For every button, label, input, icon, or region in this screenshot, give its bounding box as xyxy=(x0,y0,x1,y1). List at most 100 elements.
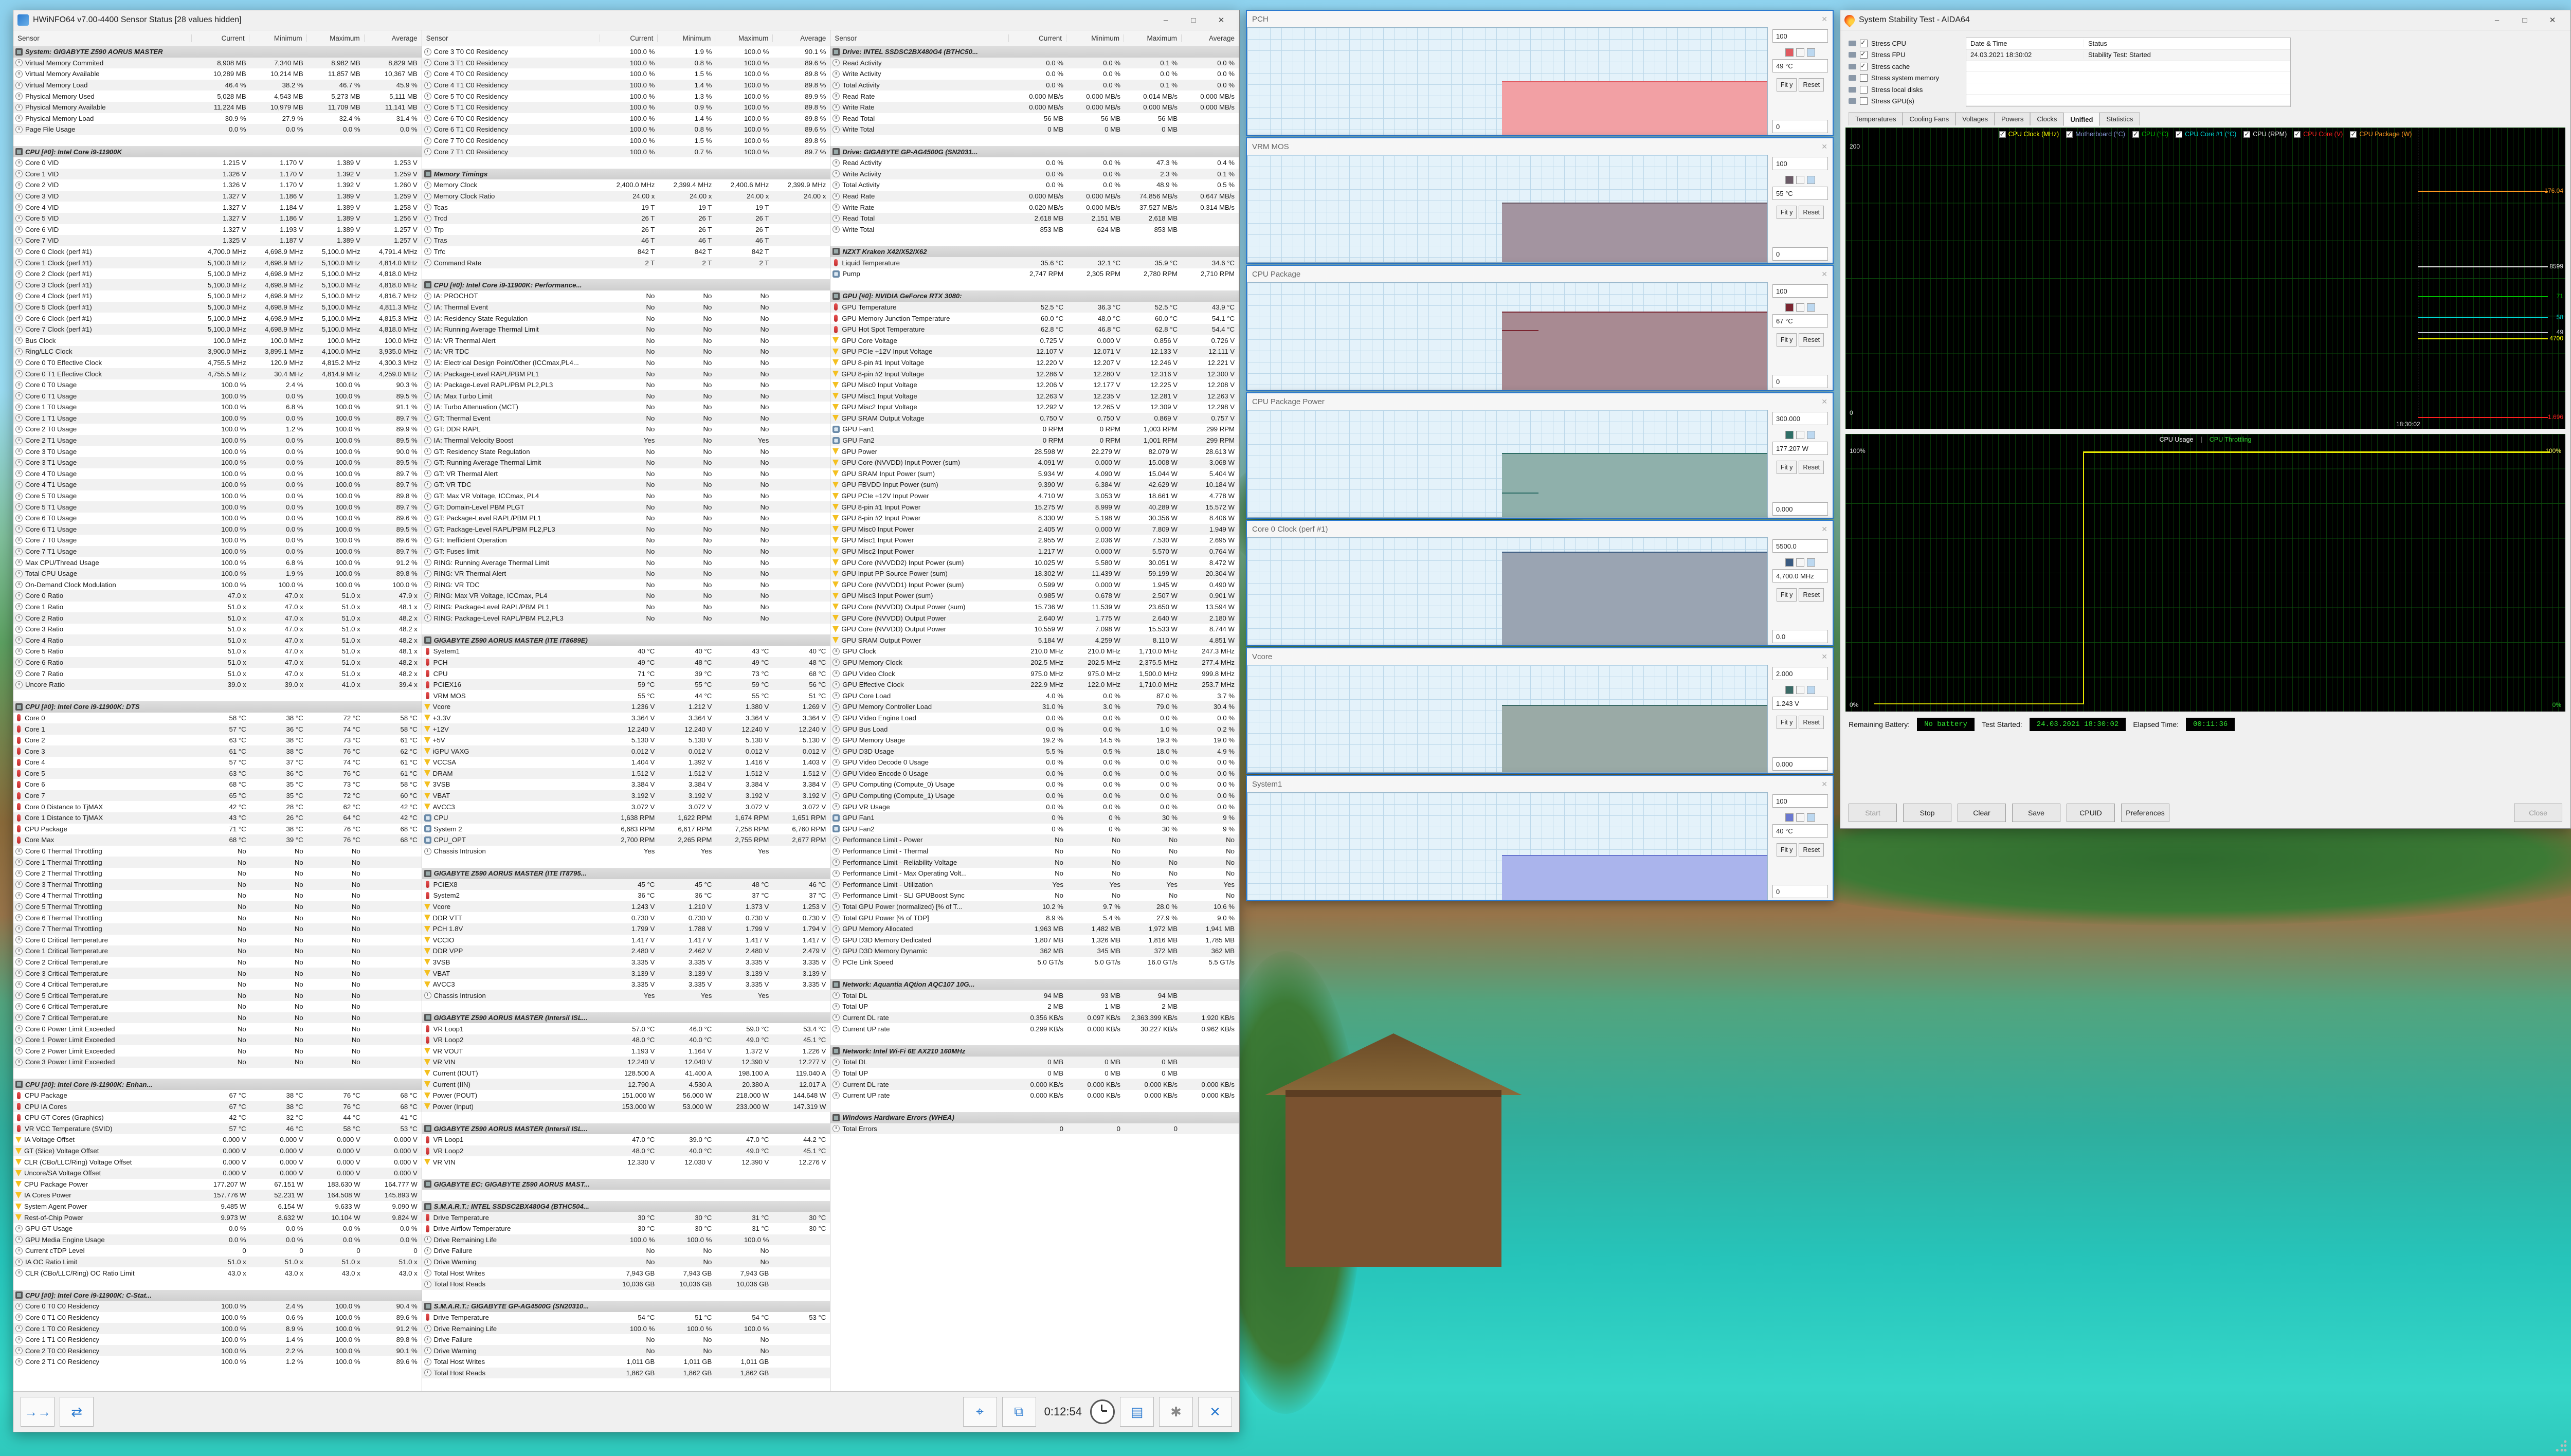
sensor-row[interactable]: Read Activity 0.0 % 0.0 % 0.1 % 0.0 % xyxy=(830,57,1239,69)
sensor-row[interactable]: Core 0 Thermal Throttling No No No xyxy=(13,846,422,857)
sensor-row[interactable]: Core 5 63 °C 36 °C 76 °C 61 °C xyxy=(13,768,422,779)
sensor-row[interactable]: GPU Media Engine Usage 0.0 % 0.0 % 0.0 % 0.0… xyxy=(13,1234,422,1246)
fit-y-button[interactable]: Fit y xyxy=(1776,206,1797,219)
sensor-row[interactable]: Current DL rate 0.356 KB/s 0.097 KB/s 2,363… xyxy=(830,1012,1239,1024)
value-header-cell[interactable]: Current xyxy=(1008,34,1066,42)
sensor-row[interactable]: Core 5 Thermal Throttling No No No xyxy=(13,901,422,913)
y-min-input[interactable]: 0 xyxy=(1772,120,1828,133)
sensor-row[interactable]: Core 4 VID 1.327 V 1.184 V 1.389 V 1.258 V xyxy=(13,202,422,213)
sensor-row[interactable]: GPU Core (NVVDD) Output Power 10.559 W 7.0… xyxy=(830,624,1239,635)
sensor-row[interactable]: GPU SRAM Output Voltage 0.750 V 0.750 V 0.8… xyxy=(830,412,1239,424)
sensor-row[interactable]: RING: Running Average Thermal Limit No No N… xyxy=(422,557,830,568)
sensor-row[interactable]: Core 0 Power Limit Exceeded No No No xyxy=(13,1023,422,1034)
sensor-row[interactable]: RING: VR TDC No No No xyxy=(422,579,830,591)
sensor-row[interactable]: IA: Package-Level RAPL/PBM PL1 No No No xyxy=(422,368,830,379)
sensor-row[interactable]: GPU Misc3 Input Power (sum) 0.985 W 0.678 … xyxy=(830,590,1239,602)
sensor-row[interactable]: Core 0 Clock (perf #1) 4,700.0 MHz 4,698.9… xyxy=(13,246,422,258)
sensor-row[interactable]: Trp 26 T 26 T 26 T xyxy=(422,224,830,235)
sensor-row[interactable]: RING: VR Thermal Alert No No No xyxy=(422,568,830,579)
sensor-header-cell[interactable]: Sensor xyxy=(835,34,857,42)
stress-option[interactable]: Stress system memory xyxy=(1849,72,1957,84)
sensor-row[interactable]: IA: Thermal Velocity Boost Yes No Yes xyxy=(422,434,830,446)
sensor-row[interactable]: GT: Package-Level RAPL/PBM PL2,PL3 No No No xyxy=(422,523,830,535)
sensor-row[interactable]: Total Host Writes 1,011 GB 1,011 GB 1,011 G… xyxy=(422,1356,830,1368)
stop-button[interactable]: Stop xyxy=(1903,804,1951,822)
y-min-input[interactable]: 0 xyxy=(1772,375,1828,388)
sensor-row[interactable]: GT: Package-Level RAPL/PBM PL1 No No No xyxy=(422,513,830,524)
sensor-section-row[interactable]: S.M.A.R.T.: GIGABYTE GP-AG4500G (SN20310… xyxy=(422,1301,830,1312)
sensor-row[interactable]: IA: Thermal Event No No No xyxy=(422,301,830,313)
sensor-row[interactable]: Core 4 Critical Temperature No No No xyxy=(13,979,422,990)
sensor-row[interactable]: Core 3 Critical Temperature No No No xyxy=(13,968,422,979)
sensor-row[interactable]: Core 5 T0 C0 Residency 100.0 % 1.3 % 100.0 … xyxy=(422,90,830,102)
sensor-row[interactable]: GPU Bus Load 0.0 % 0.0 % 1.0 % 0.2 % xyxy=(830,723,1239,735)
report-button[interactable]: ▤ xyxy=(1120,1397,1154,1427)
sensor-row[interactable]: Core 1 Ratio 51.0 x 47.0 x 51.0 x 48.1 x xyxy=(13,602,422,613)
sensor-row[interactable]: GPU Memory Allocated 1,963 MB 1,482 MB 1,97… xyxy=(830,923,1239,935)
sensor-row[interactable]: Drive Remaining Life 100.0 % 100.0 % 100.0 … xyxy=(422,1234,830,1246)
sensor-row[interactable]: RING: Package-Level RAPL/PBM PL1 No No No xyxy=(422,602,830,613)
sensor-row[interactable]: Core 2 Clock (perf #1) 5,100.0 MHz 4,698.9… xyxy=(13,268,422,280)
sensor-row[interactable]: GPU Computing (Compute_1) Usage 0.0 % 0.0 … xyxy=(830,790,1239,802)
sensor-row[interactable]: Core 0 T1 Effective Clock 4,755.5 MHz 30.4… xyxy=(13,368,422,379)
sensor-section-row[interactable]: GIGABYTE EC: GIGABYTE Z590 AORUS MAST... xyxy=(422,1178,830,1190)
sensor-section-row[interactable]: S.M.A.R.T.: INTEL SSDSC2BX480G4 (BTHC504… xyxy=(422,1200,830,1212)
sensor-row[interactable]: Performance Limit - SLI GPUBoost Sync No N… xyxy=(830,890,1239,901)
sensor-row[interactable]: PCIe Link Speed 5.0 GT/s 5.0 GT/s 16.0 GT/s… xyxy=(830,957,1239,968)
sensor-row[interactable]: Core 5 T1 C0 Residency 100.0 % 0.9 % 100.0 … xyxy=(422,101,830,113)
sensor-row[interactable]: GPU PCIe +12V Input Voltage 12.107 V 12.07… xyxy=(830,346,1239,357)
legend-checkbox[interactable] xyxy=(2132,130,2139,138)
sensor-row[interactable]: Core 2 T1 Usage 100.0 % 0.0 % 100.0 % 89.5 % xyxy=(13,434,422,446)
sensor-row[interactable]: Trfc 842 T 842 T 842 T xyxy=(422,246,830,258)
sensor-row[interactable]: Core 1 Thermal Throttling No No No xyxy=(13,857,422,868)
series-color-3[interactable] xyxy=(1807,176,1815,184)
series-color-active[interactable] xyxy=(1785,686,1794,694)
graph-titlebar[interactable]: Vcore ✕ xyxy=(1252,652,1827,661)
sensor-row[interactable]: Read Activity 0.0 % 0.0 % 47.3 % 0.4 % xyxy=(830,157,1239,169)
sensor-header-cell[interactable]: Sensor xyxy=(426,34,448,42)
sensor-row[interactable]: Total Host Reads 1,862 GB 1,862 GB 1,862 GB xyxy=(422,1367,830,1379)
sensor-row[interactable]: Core 4 57 °C 37 °C 74 °C 61 °C xyxy=(13,757,422,768)
sensor-row[interactable]: Core 3 Ratio 51.0 x 47.0 x 51.0 x 48.2 x xyxy=(13,624,422,635)
clock-icon[interactable] xyxy=(1090,1399,1115,1424)
sensor-row[interactable]: VR Loop1 47.0 °C 39.0 °C 47.0 °C 44.2 °C xyxy=(422,1134,830,1145)
sensor-row[interactable]: GPU Video Encode 0 Usage 0.0 % 0.0 % 0.0 % 0… xyxy=(830,768,1239,779)
sensor-row[interactable]: Core 2 T0 C0 Residency 100.0 % 2.2 % 100.0 … xyxy=(13,1345,422,1357)
sensor-row[interactable]: Total GPU Power [% of TDP] 8.9 % 5.4 % 27.9… xyxy=(830,912,1239,923)
sensor-row[interactable]: Core 2 63 °C 38 °C 73 °C 61 °C xyxy=(13,735,422,746)
y-max-input[interactable]: 100 xyxy=(1772,157,1828,170)
sensor-row[interactable]: Core 6 Clock (perf #1) 5,100.0 MHz 4,698.9… xyxy=(13,313,422,324)
sensor-row[interactable]: Read Rate 0.000 MB/s 0.000 MB/s 0.014 MB/s 0… xyxy=(830,90,1239,102)
sensor-row[interactable]: Core 3 Power Limit Exceeded No No No xyxy=(13,1057,422,1068)
y-max-input[interactable]: 100 xyxy=(1772,794,1828,808)
sensor-row[interactable]: Current DL rate 0.000 KB/s 0.000 KB/s 0.000… xyxy=(830,1079,1239,1090)
sensor-row[interactable]: Core 4 T1 Usage 100.0 % 0.0 % 100.0 % 89.7 % xyxy=(13,479,422,490)
sensor-row[interactable]: Core 0 T1 Usage 100.0 % 0.0 % 100.0 % 89.5 % xyxy=(13,390,422,402)
y-max-input[interactable]: 100 xyxy=(1772,284,1828,298)
sensor-row[interactable]: Drive Temperature 54 °C 51 °C 54 °C 53 °C xyxy=(422,1312,830,1323)
sensor-row[interactable]: Current UP rate 0.000 KB/s 0.000 KB/s 0.000… xyxy=(830,1090,1239,1101)
y-min-input[interactable]: 0.000 xyxy=(1772,502,1828,516)
reset-button[interactable]: Reset xyxy=(1799,843,1824,857)
sensor-row[interactable]: Read Total 56 MB 56 MB 56 MB xyxy=(830,113,1239,124)
sensor-row[interactable]: Core 4 T0 Usage 100.0 % 0.0 % 100.0 % 89.7 % xyxy=(13,468,422,480)
sensor-row[interactable]: Core 6 68 °C 35 °C 73 °C 58 °C xyxy=(13,779,422,790)
collapse-values-button[interactable]: ⇄ xyxy=(60,1397,94,1427)
sensor-row[interactable]: Core 3 T0 C0 Residency 100.0 % 1.9 % 100.0 … xyxy=(422,46,830,58)
sensor-row[interactable]: Core 7 T1 C0 Residency 100.0 % 0.7 % 100.0 … xyxy=(422,146,830,157)
sensor-row[interactable]: Core 2 T0 Usage 100.0 % 1.2 % 100.0 % 89.9 % xyxy=(13,424,422,435)
y-max-input[interactable]: 100 xyxy=(1772,29,1828,43)
sensor-row[interactable]: IA: Running Average Thermal Limit No No No xyxy=(422,323,830,335)
sensor-row[interactable]: GPU D3D Memory Dedicated 1,807 MB 1,326 MB… xyxy=(830,935,1239,946)
sensor-section-row[interactable]: Network: Aquantia AQtion AQC107 10G... xyxy=(830,978,1239,990)
sensor-row[interactable]: Total DL 94 MB 93 MB 94 MB xyxy=(830,990,1239,1002)
sensor-row[interactable]: Core 1 T1 Usage 100.0 % 0.0 % 100.0 % 89.7 % xyxy=(13,412,422,424)
series-color-3[interactable] xyxy=(1807,813,1815,822)
sensor-row[interactable]: IA: VR TDC No No No xyxy=(422,346,830,357)
sensor-row[interactable]: CLR (CBo/LLC/Ring) Voltage Offset 0.000 V… xyxy=(13,1156,422,1168)
sensor-row[interactable]: Core 7 T1 Usage 100.0 % 0.0 % 100.0 % 89.7 % xyxy=(13,545,422,557)
